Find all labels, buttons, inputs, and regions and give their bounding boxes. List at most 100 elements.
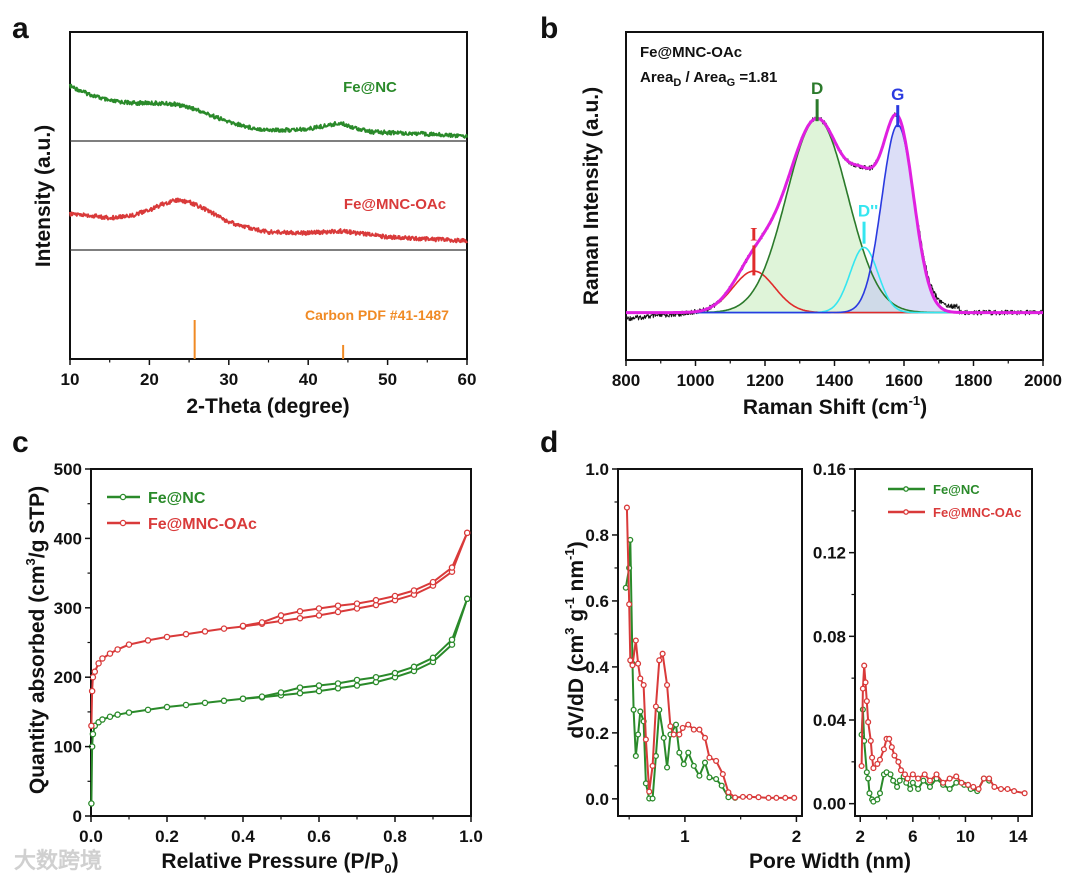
psd-point xyxy=(886,735,893,742)
isotherm-point xyxy=(277,689,285,696)
isotherm-point xyxy=(106,650,114,657)
psd-point xyxy=(696,726,703,733)
psd-sub1-xtick-label: 10 xyxy=(956,827,975,846)
raman-peak-fill-g xyxy=(833,124,962,313)
raman-peak-label: G xyxy=(891,85,904,104)
psd-point xyxy=(863,769,870,776)
isotherm-xtick-label: 0.0 xyxy=(79,827,103,846)
isotherm-point xyxy=(106,713,114,721)
isotherm-ylabel-part: 3 xyxy=(23,558,38,565)
psd-point xyxy=(632,637,639,644)
psd-point xyxy=(630,706,637,713)
isotherm-point xyxy=(239,695,247,702)
isotherm-point xyxy=(144,637,152,644)
raman-xtick-label: 1200 xyxy=(746,371,784,390)
psd-ylabel: dV/dD (cm3 g-1 nm-1) xyxy=(562,541,588,738)
legend-marker xyxy=(903,486,909,492)
psd-point xyxy=(1021,790,1028,797)
isotherm-point xyxy=(144,706,152,714)
raman-peak-label: D'' xyxy=(858,202,878,221)
psd-sub1-ytick-label: 0.00 xyxy=(813,795,846,814)
psd-point xyxy=(865,719,872,726)
psd-point xyxy=(888,744,895,751)
psd-sub1-xtick-label: 14 xyxy=(1009,827,1028,846)
psd-point xyxy=(865,775,872,782)
xrd-xlabel: 2-Theta (degree) xyxy=(186,395,349,418)
psd-point xyxy=(904,775,911,782)
psd-sub1-xtick-label: 6 xyxy=(908,827,917,846)
psd-point xyxy=(640,682,647,689)
psd-point xyxy=(690,762,697,769)
raman-xlabel: Raman Shift (cm-1) xyxy=(743,393,927,419)
panel-letter-d: d xyxy=(540,426,558,459)
isotherm-point xyxy=(448,636,456,643)
psd-point xyxy=(719,771,726,778)
psd-point xyxy=(646,788,653,795)
xrd-label-carbon-pdf: Carbon PDF #41-1487 xyxy=(305,307,449,323)
isotherm-point xyxy=(334,680,342,687)
isotherm-ytick-label: 500 xyxy=(54,460,82,479)
psd-point xyxy=(701,734,709,741)
psd-point xyxy=(773,794,780,801)
isotherm-point xyxy=(89,673,97,681)
psd-point xyxy=(676,731,683,738)
isotherm-point xyxy=(239,622,247,630)
isotherm-ytick-label: 400 xyxy=(54,529,82,548)
psd-sub0-ytick-label: 1.0 xyxy=(585,460,609,479)
isotherm-point xyxy=(448,564,456,571)
psd-point xyxy=(713,776,720,783)
isotherm-xtick-label: 0.6 xyxy=(307,827,331,846)
psd-point xyxy=(676,749,683,756)
psd-ylabel-part: -1 xyxy=(562,548,577,560)
isotherm-point xyxy=(88,800,95,807)
isotherm-point xyxy=(296,689,304,697)
raman-xtick-label: 800 xyxy=(612,371,640,390)
psd-point xyxy=(861,662,868,669)
psd-point xyxy=(739,793,746,800)
isotherm-point xyxy=(114,711,121,718)
psd-point xyxy=(685,721,692,728)
xrd-xtick-label: 10 xyxy=(61,370,80,389)
psd-point xyxy=(866,790,873,797)
psd-point xyxy=(991,783,998,790)
isotherm-point xyxy=(88,687,96,695)
isotherm-point xyxy=(201,699,209,707)
raman-annotation-title: Fe@MNC-OAc xyxy=(640,44,742,61)
raman-xlabel-part: ) xyxy=(920,396,927,419)
psd-sub1-ytick-label: 0.04 xyxy=(813,711,847,730)
isotherm-point xyxy=(163,633,171,641)
raman-peak-label: I xyxy=(750,224,757,245)
psd-point xyxy=(887,771,894,778)
psd-point xyxy=(940,779,947,786)
psd-point xyxy=(706,774,713,781)
isotherm-point xyxy=(201,628,209,635)
isotherm-xtick-label: 0.2 xyxy=(155,827,179,846)
psd-point xyxy=(867,737,874,744)
psd-point xyxy=(894,783,901,790)
isotherm-point xyxy=(296,614,304,622)
panel-letter-a: a xyxy=(12,12,29,45)
isotherm-point xyxy=(277,612,285,619)
psd-point xyxy=(970,783,977,790)
psd-point xyxy=(664,682,671,689)
psd-sub1-xtick-label: 2 xyxy=(856,827,865,846)
psd-point xyxy=(782,794,789,801)
raman-xlabel-part: Raman Shift (cm xyxy=(743,396,909,419)
psd-sub1-ytick-label: 0.08 xyxy=(813,627,846,646)
legend-label-fe-nc: Fe@NC xyxy=(933,482,980,497)
isotherm-xtick-label: 0.8 xyxy=(383,827,407,846)
isotherm-point xyxy=(258,619,266,626)
psd-point xyxy=(958,779,965,786)
isotherm-point xyxy=(114,646,121,653)
isotherm-xlabel-part: ) xyxy=(392,850,399,873)
isotherm-point xyxy=(372,596,380,604)
psd-point xyxy=(975,785,982,793)
psd-point xyxy=(659,650,666,657)
isotherm-point xyxy=(429,578,437,586)
psd-point xyxy=(953,773,960,780)
isotherm-ytick-label: 300 xyxy=(54,599,82,618)
psd-ylabel-part: -1 xyxy=(562,597,577,609)
legend-marker xyxy=(119,519,127,527)
isotherm-point xyxy=(315,682,323,689)
psd-point xyxy=(765,794,772,801)
